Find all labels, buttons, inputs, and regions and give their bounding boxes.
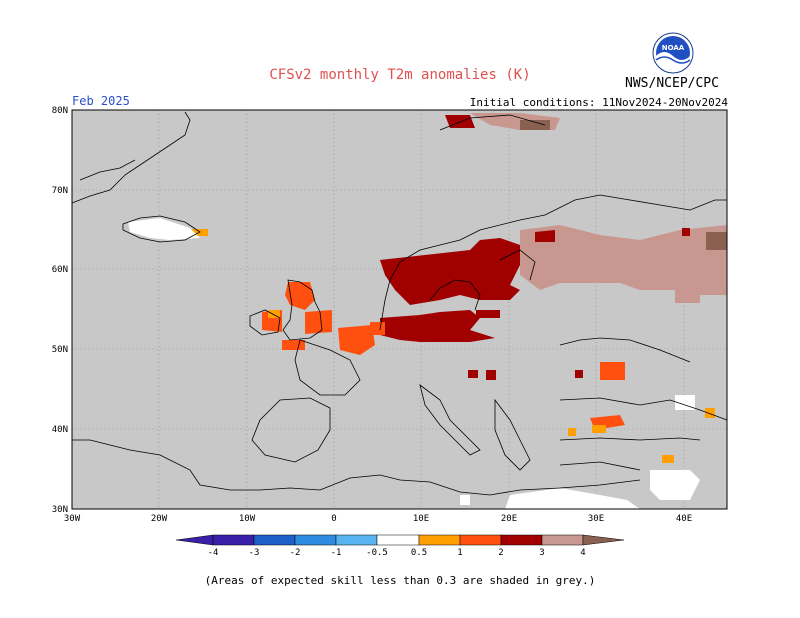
noaa-logo: NOAA (652, 32, 694, 74)
lon-label: 10W (239, 514, 256, 524)
colorbar-label: -3 (249, 548, 260, 558)
colorbar: -4 -3 -2 -1 -0.5 0.5 1 2 3 4 (175, 534, 625, 558)
colorbar-arrow-high (582, 534, 625, 546)
agency-label: NWS/NCEP/CPC (625, 76, 719, 91)
lon-label: 20W (151, 514, 168, 524)
chart-title: CFSv2 monthly T2m anomalies (K) (269, 67, 531, 83)
colorbar-label: 1 (457, 548, 462, 558)
anomaly-near-zero (128, 218, 700, 509)
lat-label: 80N (52, 106, 68, 116)
coastlines (71, 111, 728, 496)
colorbar-arrow-low (175, 534, 214, 546)
colorbar-label: 2 (498, 548, 503, 558)
lon-label: 20E (501, 514, 517, 524)
colorbar-segment (418, 534, 461, 546)
colorbar-label: 4 (580, 548, 585, 558)
lat-labels: 30N 40N 50N 60N 70N 80N (52, 106, 68, 515)
colorbar-segment (212, 534, 255, 546)
colorbar-segment (294, 534, 337, 546)
colorbar-segment (253, 534, 296, 546)
forecast-month: Feb 2025 (72, 94, 130, 108)
lat-label: 50N (52, 345, 68, 355)
lat-label: 40N (52, 425, 68, 435)
colorbar-label: 3 (539, 548, 544, 558)
lat-label: 60N (52, 265, 68, 275)
footnote: (Areas of expected skill less than 0.3 a… (204, 574, 596, 587)
lon-label: 30W (64, 514, 81, 524)
map-frame (71, 109, 728, 510)
map-gridlines (72, 110, 727, 509)
lon-labels: 30W 20W 10W 0 10E 20E 30E 40E (64, 514, 692, 524)
colorbar-segment (459, 534, 502, 546)
colorbar-segment (335, 534, 378, 546)
lon-label: 0 (331, 514, 336, 524)
lat-label: 70N (52, 186, 68, 196)
colorbar-label: 0.5 (411, 548, 427, 558)
colorbar-segment (500, 534, 543, 546)
lon-label: 10E (413, 514, 429, 524)
colorbar-label: -2 (290, 548, 301, 558)
lat-label: 30N (52, 505, 68, 515)
colorbar-segment (376, 534, 420, 546)
colorbar-label: -0.5 (366, 548, 388, 558)
anomaly-1-2 (262, 282, 625, 430)
logo-text: NOAA (662, 44, 685, 52)
map-background (72, 110, 727, 509)
anomaly-4-plus (520, 120, 727, 250)
colorbar-segment (541, 534, 584, 546)
lon-label: 30E (588, 514, 604, 524)
colorbar-label: -1 (331, 548, 342, 558)
lon-label: 40E (676, 514, 692, 524)
initial-conditions: Initial conditions: 11Nov2024-20Nov2024 (469, 96, 728, 109)
anomaly-2-3 (380, 115, 690, 380)
colorbar-label: -4 (208, 548, 219, 558)
